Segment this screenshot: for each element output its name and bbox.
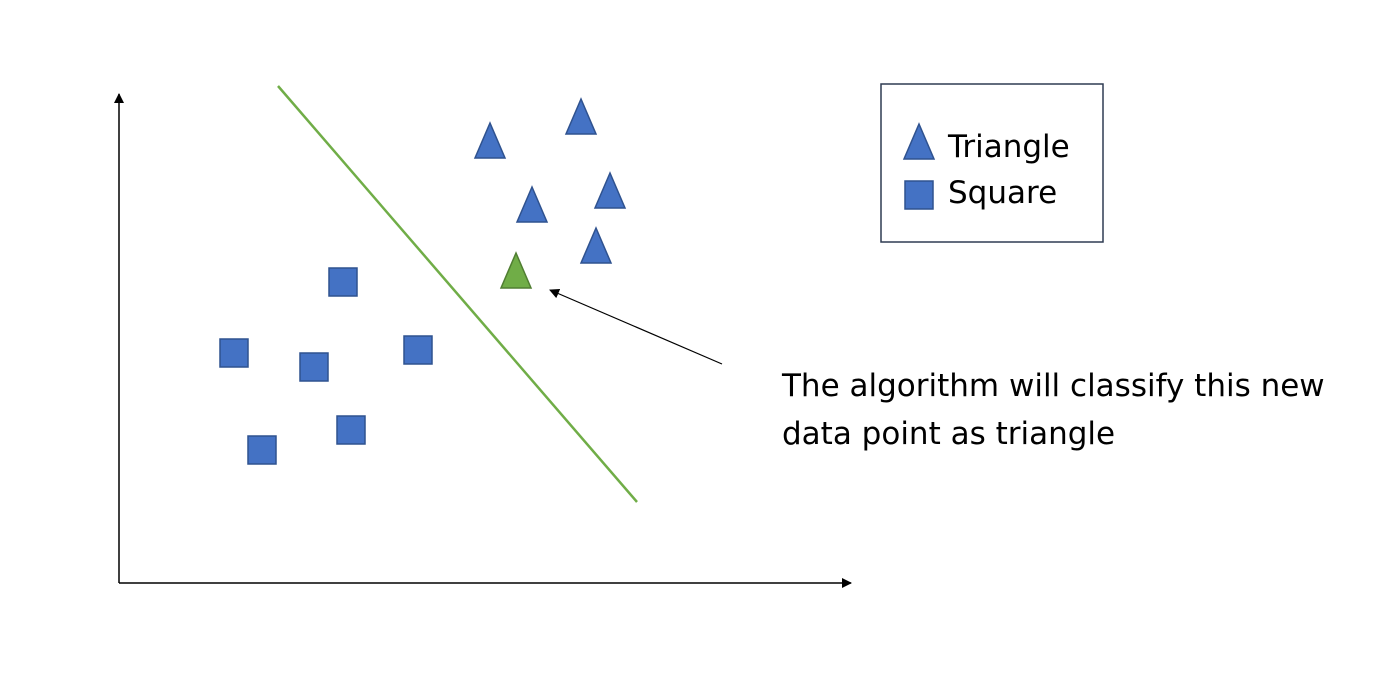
triangle-point xyxy=(473,121,507,159)
decision-boundary-line xyxy=(277,85,638,503)
legend-box xyxy=(880,83,1104,243)
square-point xyxy=(299,352,329,382)
triangle-points xyxy=(473,97,627,264)
legend-label-triangle: Triangle xyxy=(947,129,1070,165)
new-data-point xyxy=(499,251,533,289)
legend-label-square: Square xyxy=(948,175,1057,211)
square-point xyxy=(336,415,366,445)
square-point xyxy=(247,435,277,465)
annotation-line-1: The algorithm will classify this new xyxy=(781,368,1325,404)
square-icon xyxy=(904,180,934,210)
triangle-point xyxy=(593,171,627,209)
annotation-arrow xyxy=(549,288,723,365)
annotation-line-2: data point as triangle xyxy=(782,416,1115,452)
legend: Triangle Square xyxy=(880,83,1104,243)
triangle-point xyxy=(564,97,598,135)
square-point xyxy=(219,338,249,368)
triangle-icon xyxy=(902,122,936,160)
triangle-point xyxy=(579,226,613,264)
triangle-point xyxy=(515,185,549,223)
square-points xyxy=(219,267,433,465)
square-point xyxy=(403,335,433,365)
square-point xyxy=(328,267,358,297)
